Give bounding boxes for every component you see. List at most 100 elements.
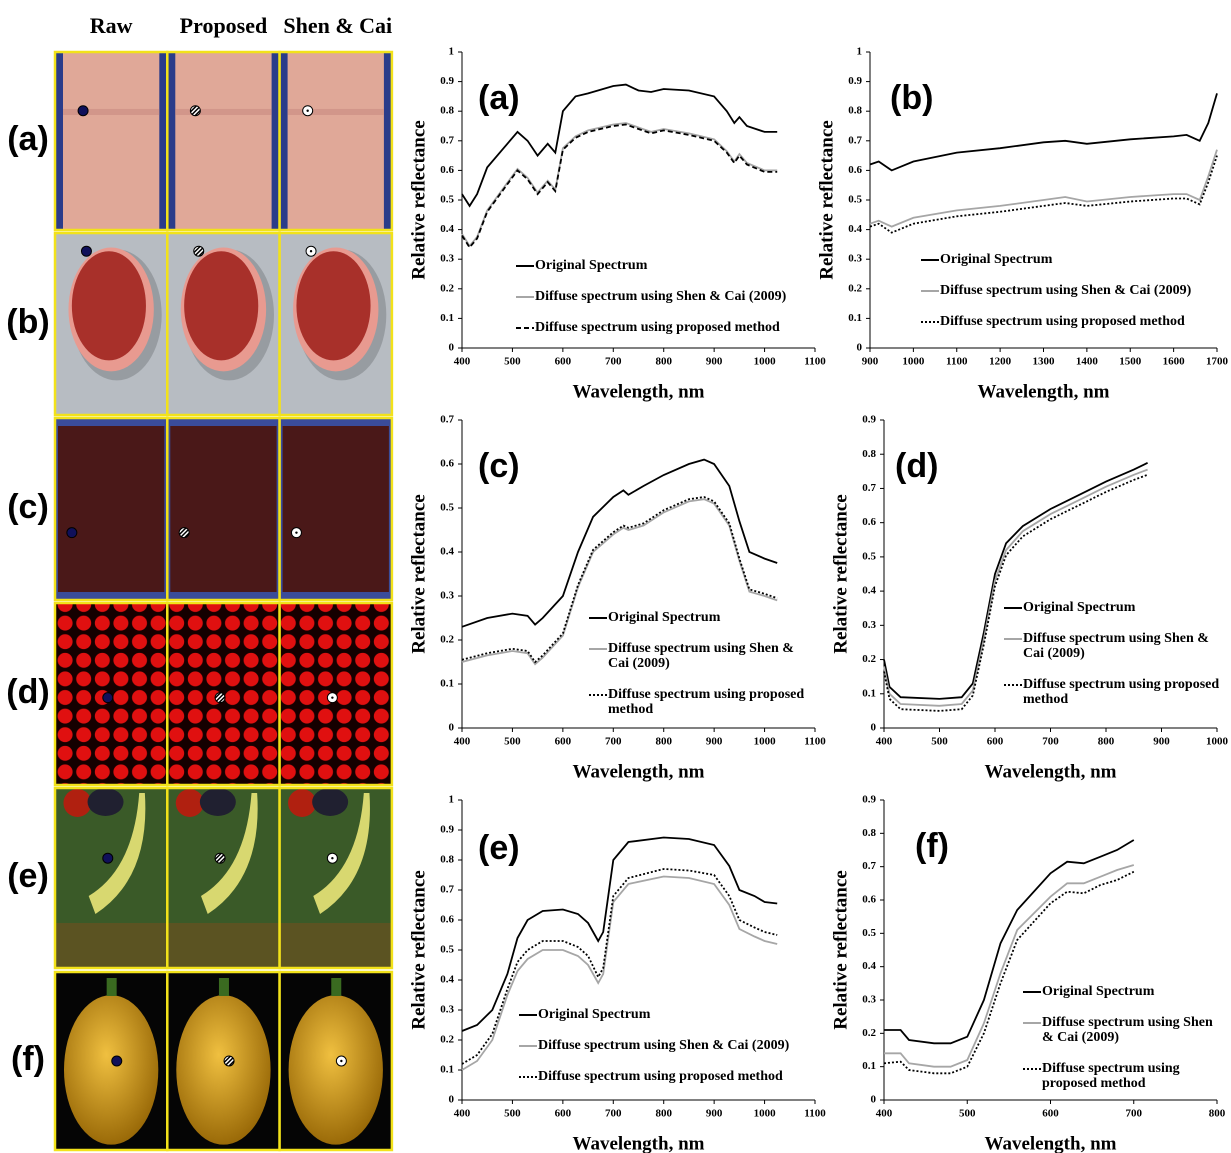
image: [280, 233, 392, 415]
legend-entry: Original Spectrum: [1003, 600, 1221, 615]
image-region: [312, 788, 348, 816]
y-tick-label: 0.9: [440, 75, 454, 87]
legend-entry: Diffuse spectrum using proposed method: [1003, 677, 1221, 707]
pixel-marker: [179, 528, 189, 538]
legend-box: Original Spectrum Diffuse spectrum using …: [515, 258, 835, 335]
y-tick-label: 0: [449, 1094, 455, 1106]
y-tick-label: 1: [857, 46, 863, 58]
image-region: [283, 426, 389, 592]
panel-label: (f): [915, 827, 949, 865]
pixel-marker: [194, 246, 204, 256]
legend-entry: Original Spectrum: [1022, 984, 1220, 999]
legend: Original Spectrum Diffuse spectrum using …: [920, 252, 1220, 402]
pixel-marker: [67, 528, 77, 538]
pixel-marker: [215, 853, 225, 863]
image-region: [63, 109, 159, 115]
image-region: [296, 251, 370, 360]
legend-entry: Original Spectrum: [515, 258, 835, 273]
y-tick-label: 0: [449, 722, 455, 734]
legend-swatch: [518, 1071, 538, 1081]
legend-entry: Diffuse spectrum using proposed method: [518, 1069, 818, 1084]
image-region: [289, 995, 383, 1145]
y-tick-label: 0.7: [848, 134, 862, 146]
legend-label: Diffuse spectrum using Shen & Cai (2009): [1023, 631, 1221, 661]
legend-entry: Diffuse spectrum using Shen & Cai (2009): [1022, 1015, 1220, 1045]
y-tick-label: 0.2: [440, 282, 454, 294]
legend-box: Original Spectrum Diffuse spectrum using …: [1022, 984, 1220, 1091]
image-region: [64, 995, 158, 1145]
y-tick-label: 0: [857, 342, 863, 354]
legend-swatch: [518, 1009, 538, 1019]
legend: Original Spectrum Diffuse spectrum using …: [1022, 984, 1220, 1134]
legend-box: Original Spectrum Diffuse spectrum using …: [1003, 600, 1221, 707]
pixel-marker: [331, 857, 333, 859]
pixel-marker: [81, 246, 91, 256]
legend-label: Diffuse spectrum using Shen & Cai (2009): [608, 641, 816, 671]
y-tick-label: 0.2: [862, 653, 876, 665]
x-tick-label: 400: [876, 736, 893, 748]
x-axis-label: Wavelength, nm: [573, 761, 705, 782]
legend-swatch: [518, 1040, 538, 1050]
x-tick-label: 600: [987, 736, 1004, 748]
x-tick-label: 600: [555, 736, 572, 748]
legend-entry: Diffuse spectrum using Shen & Cai (2009): [1003, 631, 1221, 661]
pixel-marker: [310, 250, 312, 252]
image-region: [288, 789, 316, 817]
y-tick-label: 0.1: [440, 312, 454, 324]
pixel-marker: [340, 1060, 342, 1062]
y-tick-label: 0.5: [440, 944, 454, 956]
legend-label: Original Spectrum: [1042, 984, 1154, 999]
image: [55, 603, 167, 785]
y-tick-label: 0.7: [862, 860, 876, 872]
legend-label: Original Spectrum: [538, 1007, 650, 1022]
pixel-marker: [103, 693, 113, 703]
legend-entry: Diffuse spectrum using proposed method: [588, 687, 816, 717]
legend-label: Diffuse spectrum using proposed method: [1023, 677, 1221, 707]
legend-swatch: [1003, 679, 1023, 689]
row-label: (e): [7, 857, 49, 895]
legend-label: Original Spectrum: [1023, 600, 1135, 615]
image: [55, 233, 167, 415]
legend-swatch: [920, 254, 940, 264]
legend-entry: Diffuse spectrum using proposed method: [515, 320, 835, 335]
image-panel: [55, 52, 392, 1150]
y-tick-label: 0.7: [440, 884, 454, 896]
image-region: [331, 978, 341, 996]
legend-label: Diffuse spectrum using proposed method: [535, 320, 780, 335]
image: [167, 788, 279, 968]
y-tick-label: 0.8: [862, 827, 876, 839]
y-tick-label: 0.2: [848, 282, 862, 294]
pixel-marker: [215, 693, 225, 703]
image: [280, 418, 392, 600]
y-tick-label: 0.3: [862, 994, 876, 1006]
image-region: [107, 978, 117, 996]
legend: Original SpectrumDiffuse spectrum using …: [588, 610, 816, 760]
image-region: [184, 251, 258, 360]
y-tick-label: 0.4: [440, 223, 454, 235]
x-tick-label: 500: [504, 736, 521, 748]
y-tick-label: 0.8: [862, 448, 876, 460]
pixel-marker: [306, 110, 308, 112]
legend-swatch: [515, 260, 535, 270]
legend-label: Diffuse spectrum using proposed method: [1042, 1061, 1220, 1091]
image-region: [219, 978, 229, 996]
image-region: [88, 788, 124, 816]
legend-label: Diffuse spectrum using proposed method: [940, 314, 1185, 329]
pixel-marker: [331, 696, 333, 698]
legend-entry: Diffuse spectrum using Shen & Cai (2009): [518, 1038, 818, 1053]
legend-label: Diffuse spectrum using Shen & Cai (2009): [535, 289, 786, 304]
x-tick-label: 400: [876, 1108, 893, 1120]
y-tick-label: 0.1: [862, 687, 876, 699]
image: [280, 52, 392, 230]
y-tick-label: 0.3: [440, 1004, 454, 1016]
y-tick-label: 0.1: [440, 1064, 454, 1076]
legend-label: Original Spectrum: [940, 252, 1052, 267]
column-header: Proposed: [180, 13, 268, 38]
y-tick-label: 0.8: [848, 105, 862, 117]
pixel-marker: [224, 1056, 234, 1066]
legend-box: Original SpectrumDiffuse spectrum using …: [588, 610, 816, 717]
column-header: Shen & Cai: [283, 13, 392, 38]
y-tick-label: 0.9: [440, 824, 454, 836]
y-tick-label: 1: [449, 46, 455, 58]
image-region: [175, 52, 271, 230]
